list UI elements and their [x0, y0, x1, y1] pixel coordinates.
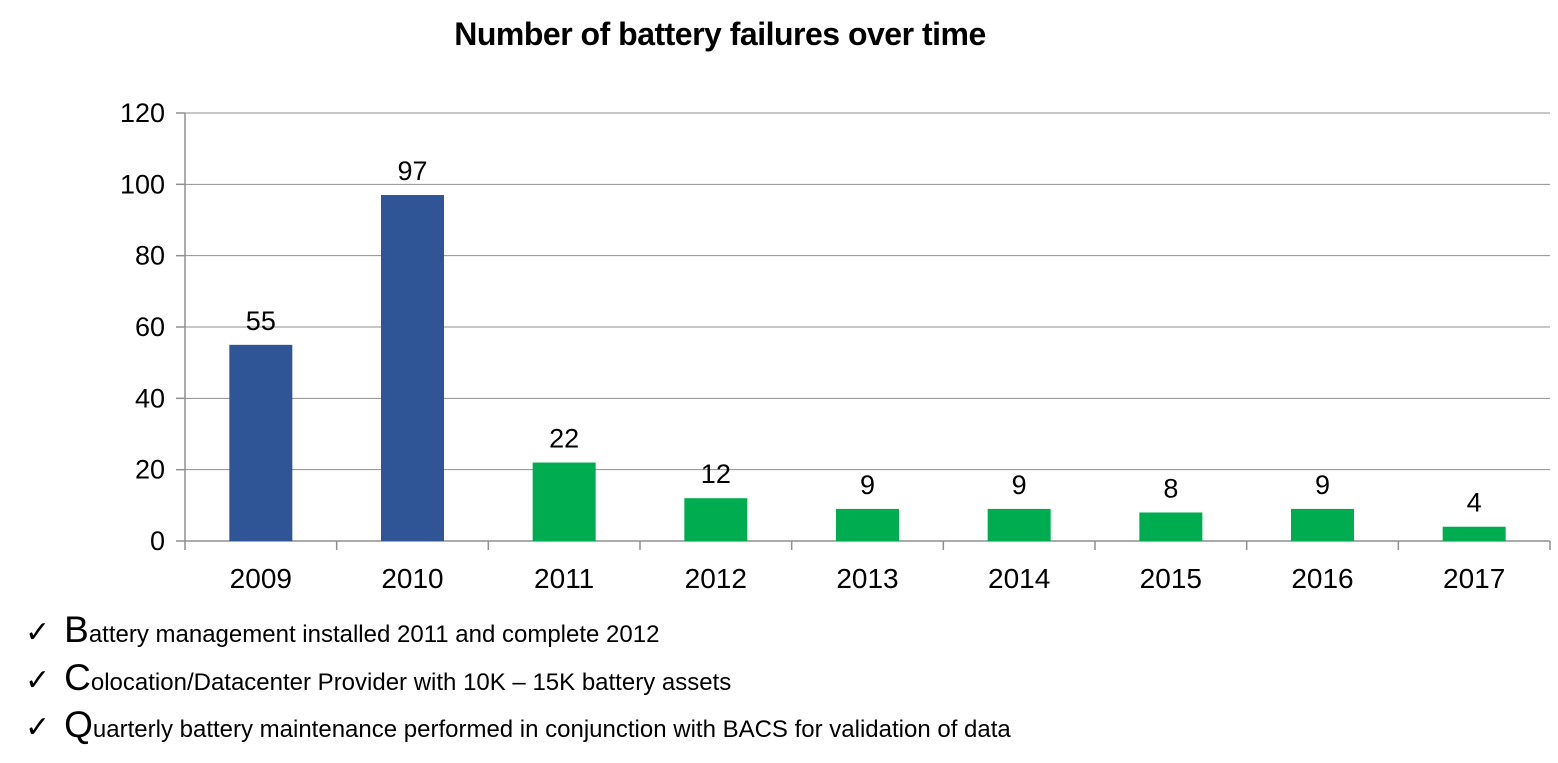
data-label-2017: 4 [1467, 488, 1482, 518]
x-axis-label-2011: 2011 [534, 563, 594, 594]
bullet-text: uarterly battery maintenance performed i… [92, 716, 1011, 744]
bullet-text: olocation/Datacenter Provider with 10K –… [90, 668, 732, 696]
x-axis-label-2015: 2015 [1140, 563, 1202, 594]
data-label-2014: 9 [1012, 470, 1027, 500]
x-axis-label-2017: 2017 [1443, 563, 1505, 594]
x-axis-label-2013: 2013 [836, 563, 898, 594]
bar-2016 [1291, 508, 1354, 541]
bar-2012 [684, 498, 748, 541]
y-axis-label: 40 [135, 383, 165, 413]
data-label-2016: 9 [1315, 470, 1330, 500]
bullet-drop-cap: C [64, 656, 91, 698]
bar-2013 [836, 508, 899, 541]
data-label-2012: 12 [701, 459, 731, 489]
data-label-2015: 8 [1163, 473, 1178, 503]
checkmark-icon: ✓ [25, 711, 51, 745]
checkmark-icon: ✓ [25, 616, 51, 649]
data-label-2011: 22 [549, 424, 579, 454]
bar-2015 [1139, 512, 1203, 541]
y-axis-label: 0 [150, 526, 165, 556]
x-axis-label-2014: 2014 [988, 563, 1050, 594]
data-label-2009: 55 [246, 306, 276, 336]
bar-chart: 0 20 40 60 80 100 120 55 2009 97 2010 22 2011 12 2012 9… [120, 98, 1551, 594]
bar-2014 [987, 508, 1051, 541]
y-axis-label: 80 [135, 241, 165, 271]
y-axis-label: 20 [135, 455, 165, 485]
bar-2017 [1442, 526, 1506, 541]
checkmark-icon: ✓ [25, 663, 51, 697]
data-label-2010: 97 [397, 156, 427, 186]
data-label-2013: 9 [860, 470, 875, 500]
x-axis-label-2009: 2009 [230, 563, 292, 594]
bullet-drop-cap: B [64, 609, 89, 650]
bar-2011 [532, 462, 596, 541]
bullet-drop-cap: Q [64, 704, 93, 746]
y-axis-label: 60 [135, 312, 165, 342]
bar-2009 [229, 344, 293, 541]
bullet-text: attery management installed 2011 and com… [88, 621, 660, 648]
y-axis-label: 120 [120, 98, 165, 128]
x-axis-label-2012: 2012 [685, 563, 747, 594]
x-axis-label-2016: 2016 [1291, 563, 1353, 594]
x-axis-label-2010: 2010 [381, 563, 443, 594]
y-axis-label: 100 [120, 169, 165, 199]
bar-2010 [381, 195, 444, 542]
chart-title: Number of battery failures over time [454, 16, 986, 52]
